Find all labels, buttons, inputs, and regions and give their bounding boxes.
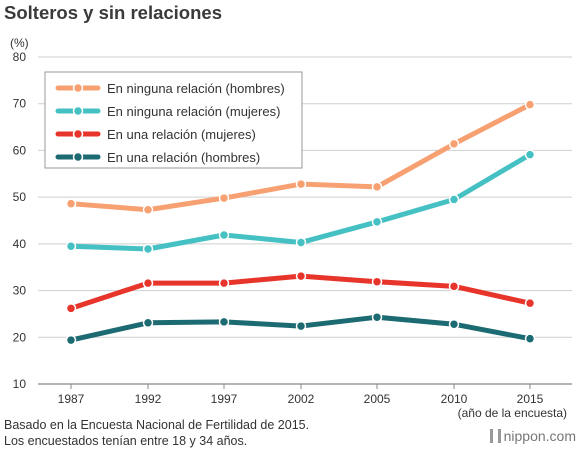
data-point	[295, 237, 307, 248]
y-tick-label: 50	[13, 190, 27, 204]
data-point	[524, 333, 536, 344]
data-point	[524, 297, 536, 309]
data-point	[371, 276, 383, 287]
data-point	[295, 270, 307, 282]
series-line	[68, 152, 533, 252]
legend-marker	[72, 151, 84, 163]
data-point	[371, 311, 383, 323]
data-point	[142, 243, 154, 255]
data-point	[65, 303, 77, 314]
data-point	[448, 318, 460, 330]
data-point	[295, 178, 307, 190]
data-point	[448, 194, 460, 205]
brand-mark-icon	[497, 429, 501, 443]
y-axis-label: (%)	[10, 36, 29, 50]
data-point	[524, 99, 536, 110]
y-tick-label: 80	[13, 50, 27, 64]
data-point	[65, 240, 77, 252]
y-tick-label: 20	[13, 330, 27, 344]
legend-label: En una relación (mujeres)	[107, 127, 256, 142]
legend-marker	[72, 82, 84, 94]
y-tick-label: 60	[13, 143, 27, 157]
x-tick-label: 2002	[288, 392, 315, 406]
legend-marker	[72, 128, 84, 140]
data-point	[142, 317, 154, 329]
data-point	[371, 181, 383, 193]
legend-label: En ninguna relación (hombres)	[107, 81, 285, 96]
data-point	[142, 204, 154, 216]
x-tick-label: 1992	[135, 392, 162, 406]
data-point	[448, 138, 460, 150]
legend-marker	[72, 105, 84, 117]
chart-title: Solteros y sin relaciones	[4, 2, 222, 23]
legend-label: En una relación (hombres)	[107, 150, 260, 165]
x-tick-label: 2005	[364, 392, 391, 406]
y-tick-label: 30	[13, 284, 27, 298]
data-point	[448, 281, 460, 292]
data-point	[142, 277, 154, 289]
x-axis-label: (año de la encuesta)	[458, 406, 567, 420]
x-tick-label: 2015	[517, 392, 544, 406]
brand-mark-icon	[489, 429, 493, 443]
legend-label: En ninguna relación (mujeres)	[107, 104, 280, 119]
y-tick-label: 70	[13, 97, 27, 111]
data-point	[65, 334, 77, 346]
footnote-source: Basado en la Encuesta Nacional de Fertil…	[4, 418, 310, 432]
data-point	[295, 320, 307, 332]
x-tick-label: 2010	[441, 392, 468, 406]
data-point	[371, 216, 383, 228]
y-tick-label: 40	[13, 237, 27, 251]
y-tick-label: 10	[13, 377, 27, 391]
x-tick-label: 1987	[58, 392, 85, 406]
data-point	[218, 192, 230, 204]
x-tick-label: 1997	[211, 392, 238, 406]
data-point	[524, 149, 536, 160]
data-point	[218, 229, 230, 241]
brand-name: nippon.com	[503, 428, 576, 444]
data-point	[218, 277, 230, 289]
brand-logo: nippon.com	[489, 428, 576, 444]
data-point	[218, 316, 230, 328]
data-point	[65, 198, 77, 209]
footnote-ages: Los encuestados tenían entre 18 y 34 año…	[4, 434, 248, 448]
